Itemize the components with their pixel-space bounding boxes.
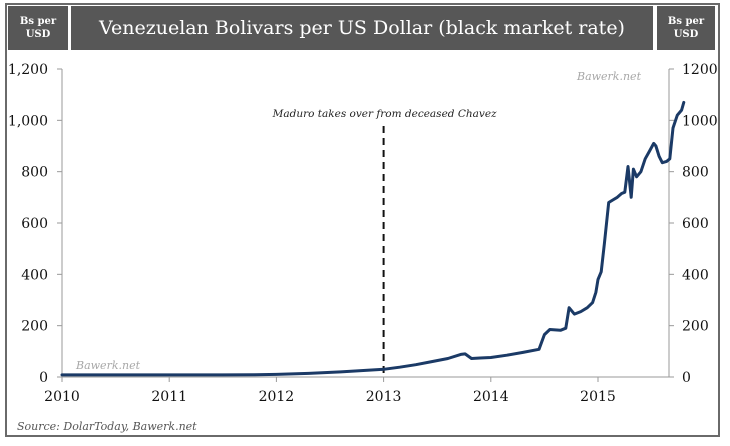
x-tick-label: 2014 — [473, 389, 509, 405]
left-y-tick-label: 0 — [39, 370, 48, 386]
data-point — [620, 192, 623, 195]
data-point — [607, 201, 610, 204]
data-point — [549, 328, 551, 331]
data-point — [307, 372, 310, 375]
data-point — [635, 176, 638, 178]
data-point — [595, 291, 597, 294]
x-tick-label: 2012 — [259, 389, 295, 405]
data-point — [669, 158, 671, 160]
data-point — [479, 357, 481, 359]
data-point — [415, 363, 417, 366]
data-point — [470, 357, 473, 360]
data-point — [254, 373, 256, 376]
data-point — [658, 155, 660, 158]
watermark-bottom: Bawerk.net — [75, 359, 141, 372]
data-point — [680, 109, 683, 111]
data-point — [648, 150, 651, 152]
right-y-tick-label: 600 — [682, 216, 709, 232]
annotation-text: Maduro takes over from deceased Chavez — [272, 108, 497, 120]
left-y-tick-label: 1,000 — [8, 113, 48, 129]
x-tick-label: 2010 — [44, 389, 80, 405]
chart-title: Venezuelan Bolivars per US Dollar (black… — [71, 6, 653, 50]
data-point — [586, 306, 589, 309]
data-point — [616, 196, 619, 199]
data-point — [382, 368, 385, 371]
chart-frame — [5, 3, 720, 437]
data-point — [672, 127, 674, 129]
right-y-tick-label: 800 — [682, 165, 709, 181]
data-point — [522, 351, 524, 354]
right-y-tick-label: 1200 — [682, 62, 718, 78]
x-tick-label: 2015 — [580, 389, 616, 405]
data-point — [580, 310, 582, 313]
left-y-tick-label: 800 — [21, 165, 48, 181]
left-y-tick-label: 600 — [21, 216, 48, 232]
annotation-group: Maduro takes over from deceased Chavez — [272, 108, 497, 377]
data-point — [652, 142, 655, 145]
data-point — [464, 353, 466, 355]
data-point — [222, 374, 224, 376]
data-point — [676, 114, 679, 116]
ticks: 0 0 200 200 400 400 600 600 800 800 1,000 1000 1,200… — [8, 62, 718, 405]
data-point — [568, 306, 570, 309]
data-point — [339, 371, 342, 373]
data-point — [632, 168, 635, 170]
data-point — [168, 374, 170, 376]
data-point — [543, 333, 546, 336]
data-point — [644, 158, 646, 160]
data-point — [597, 278, 599, 281]
right-y-tick-label: 1000 — [682, 113, 718, 129]
left-unit-line1: Bs per — [19, 16, 57, 27]
data-point — [61, 374, 63, 376]
data-point — [665, 160, 668, 163]
left-unit-line2: USD — [25, 29, 51, 40]
data-point — [661, 161, 664, 164]
right-y-tick-label: 200 — [682, 319, 709, 335]
left-y-tick-label: 400 — [21, 267, 48, 283]
data-point — [447, 357, 449, 360]
right-axis-unit-label: Bs per USD — [657, 6, 715, 50]
data-point — [627, 165, 629, 168]
left-axis-unit-label: Bs per USD — [8, 6, 68, 50]
data-point — [600, 271, 602, 273]
data-point — [655, 145, 657, 147]
x-tick-label: 2011 — [151, 389, 187, 405]
series-line — [60, 100, 686, 377]
data-point — [431, 360, 433, 363]
data-point — [490, 356, 492, 359]
data-point — [366, 369, 369, 372]
data-point — [591, 301, 594, 304]
series-group — [60, 100, 686, 377]
data-point — [538, 348, 540, 351]
x-tick-label: 2013 — [366, 389, 402, 405]
right-unit-line2: USD — [673, 29, 699, 40]
data-point — [640, 170, 642, 173]
data-point — [506, 354, 508, 357]
data-point — [624, 191, 626, 193]
data-point — [603, 242, 606, 245]
data-point — [630, 196, 632, 199]
data-point — [612, 199, 614, 201]
data-point — [565, 327, 567, 330]
data-point — [398, 366, 401, 369]
watermark-top: Bawerk.net — [576, 70, 642, 83]
data-point — [114, 374, 117, 376]
source-note: Source: DolarToday, Bawerk.net — [17, 420, 197, 433]
right-y-tick-label: 0 — [682, 370, 691, 386]
data-point — [683, 101, 685, 104]
right-y-tick-label: 400 — [682, 267, 709, 283]
right-unit-line1: Bs per — [667, 16, 705, 27]
left-y-tick-label: 200 — [21, 319, 48, 335]
data-point — [559, 329, 562, 332]
data-point — [573, 313, 576, 315]
left-y-tick-label: 1,200 — [8, 62, 48, 78]
data-point — [460, 353, 462, 356]
data-point — [275, 373, 278, 376]
